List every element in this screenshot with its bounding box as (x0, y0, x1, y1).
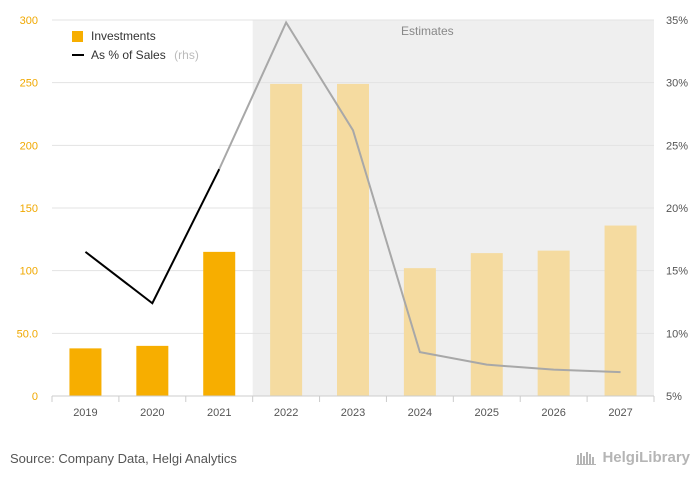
bar-2019 (69, 348, 102, 396)
logo-text: HelgiLibrary (602, 449, 690, 466)
y-right-tick-label: 25% (666, 140, 688, 152)
legend-pct-sales: As % of Sales (rhs) (91, 46, 199, 63)
bar-2027 (604, 225, 637, 396)
y-left-tick-label: 250 (20, 78, 38, 90)
x-tick-label: 2020 (140, 407, 164, 419)
x-tick-label: 2026 (541, 407, 565, 419)
estimates-label: Estimates (401, 24, 454, 38)
bar-2023 (337, 83, 369, 397)
bar-2022 (270, 83, 303, 397)
line-pct-sales-estimate (218, 20, 621, 374)
y-right-tick-label: 15% (666, 266, 688, 278)
library-icon (576, 451, 597, 465)
y-right-tick-label: 20% (666, 203, 688, 215)
bar-2021 (203, 251, 236, 396)
y-right-tick-label: 5% (666, 391, 682, 403)
bar-2026 (537, 250, 570, 396)
legend-bar-swatch (72, 31, 83, 42)
line-series (84, 20, 621, 374)
y-right-tick-label: 35% (666, 15, 688, 27)
y-left-tick-label: 100 (20, 266, 38, 278)
y-right-tick-label: 10% (666, 328, 688, 340)
x-tick-label: 2019 (73, 407, 97, 419)
source-note: Source: Company Data, Helgi Analytics (10, 451, 237, 466)
x-tick-label: 2025 (475, 407, 499, 419)
legend: Investments As % of Sales (rhs) (72, 29, 199, 63)
y-left-tick-label: 0 (32, 391, 38, 403)
legend-investments: Investments (91, 29, 156, 43)
chart: 0 5% 50.0 10% 100 15% 150 20% 200 25% 250 30% 300 35%… (17, 15, 689, 419)
x-tick-label: 2021 (207, 407, 231, 419)
x-tick-label: 2027 (608, 407, 632, 419)
bar-2024 (403, 268, 436, 396)
x-tick-label: 2023 (341, 407, 365, 419)
y-left-tick-label: 50.0 (17, 328, 38, 340)
legend-pct-sales-suffix: (rhs) (174, 48, 199, 62)
axes: 0 5% 50.0 10% 100 15% 150 20% 200 25% 250 30% 300 35%… (17, 15, 689, 419)
brand-logo: HelgiLibrary (576, 449, 690, 466)
x-tick-label: 2022 (274, 407, 298, 419)
y-left-tick-label: 150 (20, 203, 38, 215)
x-tick-label: 2024 (408, 407, 432, 419)
bars (69, 83, 637, 397)
y-left-tick-label: 300 (20, 15, 38, 27)
line-pct-sales-actual (84, 168, 221, 305)
y-left-tick-label: 200 (20, 140, 38, 152)
bar-2020 (136, 345, 169, 396)
legend-pct-sales-name: As % of Sales (91, 48, 166, 62)
bar-2025 (470, 253, 503, 396)
y-right-tick-label: 30% (666, 78, 688, 90)
